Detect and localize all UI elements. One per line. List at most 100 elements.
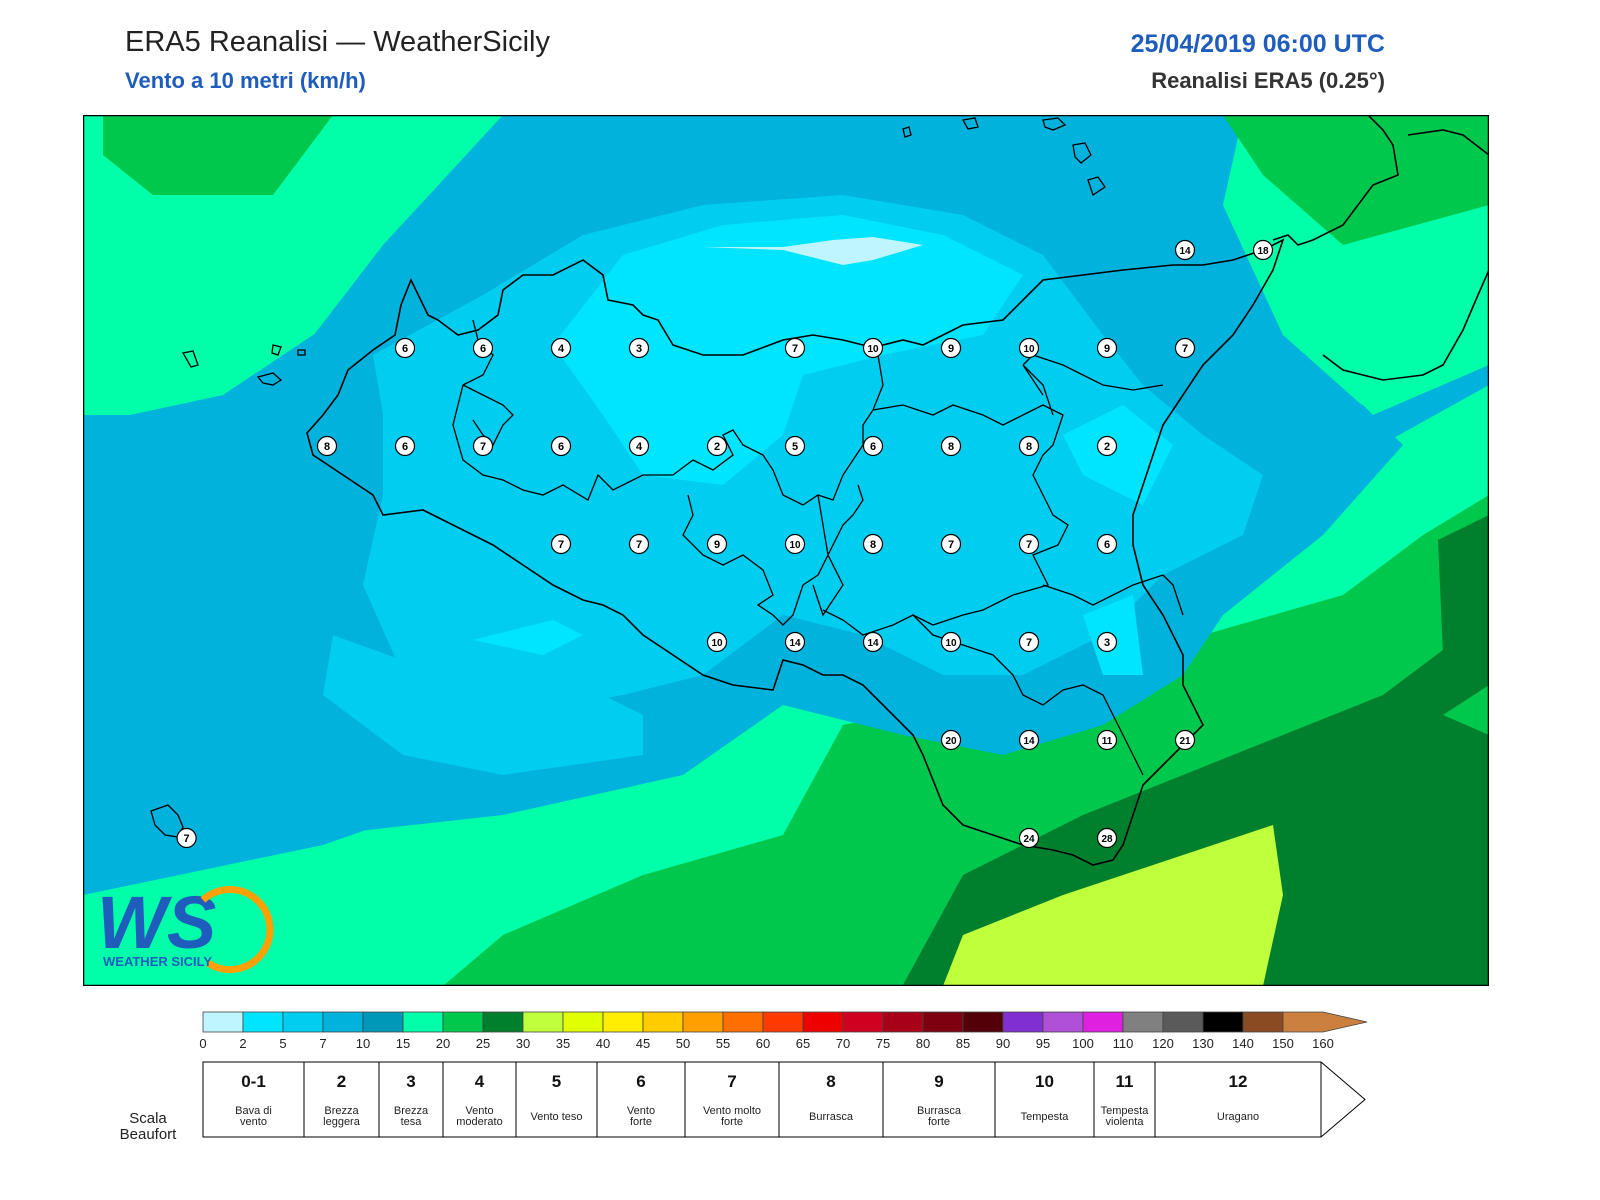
province-border <box>1042 574 1184 616</box>
beaufort-cell <box>596 1061 686 1138</box>
station-marker: 11 <box>1096 729 1118 751</box>
station-circle <box>862 631 884 653</box>
station-marker: 7 <box>550 533 572 555</box>
field-25-30 <box>1438 515 1489 675</box>
station-marker: 20 <box>940 729 962 751</box>
eolie-island <box>902 117 1106 197</box>
station-circle <box>940 533 962 555</box>
station-circle <box>862 337 884 359</box>
station-value: 20 <box>945 736 957 747</box>
station-circle <box>940 337 962 359</box>
station-marker: 7 <box>1018 533 1040 555</box>
station-circle <box>1096 631 1118 653</box>
colorbar-tick: 20 <box>436 1036 450 1051</box>
station-value: 8 <box>324 441 330 453</box>
colorbar-swatch <box>362 1011 404 1033</box>
station-marker: 8 <box>862 533 884 555</box>
colorbar-tick: 85 <box>956 1036 970 1051</box>
station-marker: 7 <box>784 337 806 359</box>
station-circle <box>1096 533 1118 555</box>
colorbar-swatch <box>1162 1011 1204 1033</box>
beaufort-cell <box>515 1061 598 1138</box>
station-marker: 4 <box>550 337 572 359</box>
colorbar-tick: 60 <box>756 1036 770 1051</box>
station-value: 18 <box>1257 246 1269 257</box>
station-marker: 7 <box>628 533 650 555</box>
station-value: 10 <box>1023 344 1035 355</box>
beaufort-number: 11 <box>1116 1072 1134 1091</box>
map-title: ERA5 Reanalisi — WeatherSicily <box>125 26 550 58</box>
colorbar-swatch <box>1202 1011 1244 1033</box>
station-marker: 6 <box>394 337 416 359</box>
colorbar-swatch <box>1002 1011 1044 1033</box>
station-marker: 2 <box>1096 435 1118 457</box>
colorbar-swatch <box>1082 1011 1124 1033</box>
station-marker: 10 <box>706 631 728 653</box>
colorbar-swatch <box>282 1011 324 1033</box>
station-circle <box>706 435 728 457</box>
field-5-7 <box>323 635 643 775</box>
station-value: 14 <box>789 638 801 649</box>
colorbar-swatch <box>842 1011 884 1033</box>
colorbar-tick: 15 <box>396 1036 410 1051</box>
colorbar-swatch <box>202 1011 244 1033</box>
colorbar-tick: 40 <box>596 1036 610 1051</box>
beaufort-number: 7 <box>727 1072 736 1091</box>
station-marker: 14 <box>784 631 806 653</box>
station-circle <box>628 435 650 457</box>
station-marker: 10 <box>1018 337 1040 359</box>
station-marker: 24 <box>1018 827 1040 849</box>
station-value: 6 <box>1104 539 1110 551</box>
station-value: 9 <box>1104 343 1110 355</box>
colorbar-tick: 45 <box>636 1036 650 1051</box>
station-circle <box>1018 435 1040 457</box>
station-circle <box>940 729 962 751</box>
station-value: 6 <box>870 441 876 453</box>
station-marker: 14 <box>862 631 884 653</box>
station-value: 14 <box>1023 736 1035 747</box>
beaufort-number: 2 <box>337 1072 346 1091</box>
province-border <box>682 484 864 626</box>
province-border <box>452 319 884 506</box>
colorbar-tick: 90 <box>996 1036 1010 1051</box>
colorbar-tick: 5 <box>279 1036 286 1051</box>
station-marker: 6 <box>862 435 884 457</box>
beaufort-number: 10 <box>1035 1072 1054 1091</box>
beaufort-cell <box>442 1061 517 1138</box>
colorbar-swatch <box>1042 1011 1084 1033</box>
station-value: 7 <box>1026 637 1032 649</box>
station-circle <box>784 631 806 653</box>
station-circle <box>550 533 572 555</box>
beaufort-number: 5 <box>552 1072 561 1091</box>
station-circle <box>394 337 416 359</box>
station-marker: 10 <box>784 533 806 555</box>
station-circle <box>1018 533 1040 555</box>
colorbar-tick: 0 <box>199 1036 206 1051</box>
valid-datetime: 25/04/2019 06:00 UTC <box>1130 30 1385 58</box>
station-value: 7 <box>1026 539 1032 551</box>
beaufort-desc: Vento moderato <box>456 1105 502 1128</box>
station-marker: 21 <box>1174 729 1196 751</box>
colorbar-swatch <box>522 1011 564 1033</box>
colorbar-tick: 65 <box>796 1036 810 1051</box>
beaufort-cell <box>378 1061 444 1138</box>
colorbar-tick: 160 <box>1312 1036 1334 1051</box>
colorbar-swatch <box>962 1011 1004 1033</box>
beaufort-desc: Burrasca <box>809 1111 854 1123</box>
map-frame <box>83 115 1489 986</box>
station-value: 21 <box>1179 736 1191 747</box>
station-value: 9 <box>714 539 720 551</box>
field-20-25 <box>1223 115 1489 245</box>
colorbar-swatch <box>802 1011 844 1033</box>
colorbar-swatch <box>882 1011 924 1033</box>
colorbar-tick: 10 <box>356 1036 370 1051</box>
logo-ws: WS <box>97 881 216 964</box>
station-marker: 8 <box>940 435 962 457</box>
field-25-30 <box>903 585 1489 986</box>
beaufort-desc: Uragano <box>1217 1111 1259 1123</box>
station-circle <box>550 337 572 359</box>
beaufort-desc: Vento teso <box>531 1111 583 1123</box>
station-marker: 7 <box>176 827 197 849</box>
station-value: 8 <box>870 539 876 551</box>
colorbar-swatch <box>482 1011 524 1033</box>
